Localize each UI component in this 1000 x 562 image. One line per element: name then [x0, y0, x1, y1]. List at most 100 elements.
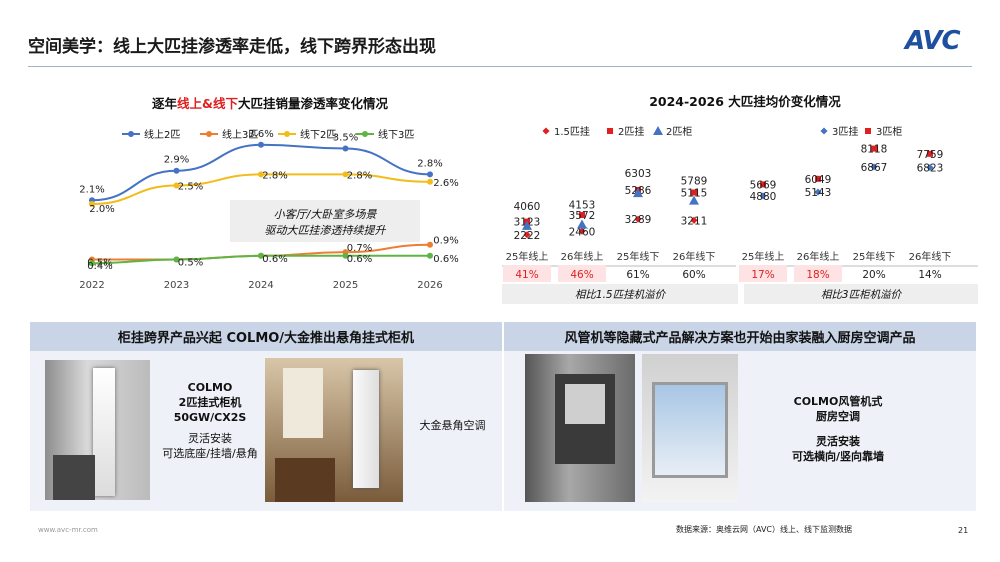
data-point [759, 192, 767, 200]
data-point [427, 171, 433, 178]
data-label: 3572 [569, 210, 596, 222]
data-point [522, 220, 532, 230]
duct-unit-photo-2 [642, 354, 738, 502]
annotation-line-2: 驱动大匹挂渗透持续提升 [265, 224, 387, 237]
x-category-label: 26年线上 [797, 250, 840, 263]
data-point [577, 219, 587, 229]
data-label: 2222 [514, 230, 541, 242]
line-chart-title: 逐年线上&线下大匹挂销量渗透率变化情况 [152, 96, 388, 111]
kitchen-ac-caption: COLMO风管机式 厨房空调 灵活安装 可选横向/竖向靠墙 [791, 395, 885, 463]
x-tick-label: 2023 [164, 280, 189, 291]
legend-label: 2匹挂 [618, 125, 644, 138]
data-point [578, 227, 586, 235]
share-label: 20% [862, 269, 885, 281]
data-label: 5669 [750, 179, 777, 191]
data-point [870, 163, 878, 171]
data-point [427, 178, 433, 185]
data-point [691, 189, 697, 196]
right-panel-title: 风管机等隐藏式产品解决方案也开始由家装融入厨房空调产品 [504, 322, 976, 351]
title-divider [28, 66, 972, 67]
data-label: 6303 [625, 168, 652, 180]
price-chart-title: 2024-2026 大匹挂均价变化情况 [649, 94, 841, 109]
data-label: 2.8% [347, 170, 372, 181]
x-tick-label: 2026 [417, 280, 442, 291]
legend-marker [653, 126, 663, 135]
x-category-label: 25年线上 [742, 250, 785, 263]
left-panel-title: 柜挂跨界产品兴起 COLMO/大金推出悬角挂式柜机 [30, 322, 502, 351]
note-label: 相比1.5匹挂机溢价 [575, 289, 667, 301]
data-point [690, 216, 698, 224]
legend-marker [607, 128, 613, 134]
data-label: 2.6% [433, 178, 458, 189]
highlight-cell [739, 265, 787, 282]
data-label: 3.6% [248, 129, 273, 140]
legend-marker [542, 127, 550, 135]
avc-logo: AVC [905, 26, 961, 56]
share-label: 17% [751, 269, 774, 281]
data-label: 2.8% [262, 170, 287, 181]
data-label: 3211 [681, 215, 708, 227]
data-label: 7759 [917, 149, 944, 161]
data-label: 6049 [805, 174, 832, 186]
line-chart-legend: 线上2匹 线上3匹 线下2匹 线下3匹 [122, 128, 414, 141]
page-title: 空间美学：线上大匹挂渗透率走低，线下跨界形态出现 [28, 37, 436, 57]
legend-marker [820, 127, 828, 135]
footer-url: www.avc-mr.com [38, 526, 98, 534]
share-label: 60% [682, 269, 705, 281]
note-box [744, 284, 978, 304]
legend-label: 线下2匹 [300, 128, 336, 141]
penetration-line-chart: 逐年线上&线下大匹挂销量渗透率变化情况 线上2匹 线上3匹 线下2匹 线下3匹 小客厅… [79, 96, 458, 291]
highlight-cell [794, 265, 842, 282]
data-point [927, 150, 933, 157]
x-tick-label: 2025 [333, 280, 358, 291]
data-point [760, 181, 766, 188]
data-point [815, 175, 821, 182]
share-label: 18% [806, 269, 829, 281]
colmo-caption: COLMO 2匹挂式柜机 50GW/CX2S 灵活安装 可选底座/挂墙/悬角 [162, 381, 258, 460]
annotation-line-1: 小客厅/大卧室多场景 [274, 208, 378, 221]
legend-label: 2匹柜 [666, 125, 692, 138]
data-label: 6867 [861, 162, 888, 174]
data-point [633, 188, 643, 198]
legend-marker [284, 131, 290, 137]
data-label: 0.7% [347, 243, 372, 254]
x-category-label: 26年线下 [673, 250, 716, 263]
data-label: 0.6% [347, 254, 372, 265]
legend-label: 线上3匹 [222, 128, 258, 141]
data-point [342, 171, 349, 178]
legend-marker [362, 131, 368, 137]
note-label: 相比3匹柜机溢价 [821, 289, 903, 301]
x-tick-label: 2022 [79, 280, 104, 291]
page-number: 21 [958, 526, 969, 535]
data-point [173, 256, 180, 263]
legend-label: 1.5匹挂 [554, 125, 590, 138]
legend-marker [128, 131, 134, 137]
price-scatter-chart: 2024-2026 大匹挂均价变化情况 1.5匹挂 2匹挂 2匹柜 3匹挂 3匹柜 22… [502, 94, 978, 304]
annotation-box [230, 200, 420, 242]
legend-label: 3匹柜 [876, 125, 902, 138]
data-label: 5115 [681, 187, 708, 199]
data-point [89, 260, 95, 267]
data-label: 2.1% [79, 184, 104, 195]
legend-label: 3匹挂 [832, 125, 858, 138]
data-label: 3.5% [333, 133, 358, 144]
legend-label: 线上2匹 [144, 128, 180, 141]
duct-unit-photo-1 [525, 354, 635, 502]
highlight-cell [558, 265, 606, 282]
data-point [427, 241, 433, 248]
x-category-label: 25年线上 [506, 250, 549, 263]
data-point [634, 215, 642, 223]
data-label: 0.6% [433, 254, 458, 265]
data-point [523, 231, 531, 239]
x-tick-label: 2024 [248, 280, 273, 291]
data-label: 2460 [569, 226, 596, 238]
daikin-caption: 大金悬角空调 [419, 419, 486, 432]
legend-marker [206, 131, 212, 137]
data-point [814, 188, 822, 196]
data-point [173, 167, 180, 174]
data-point [258, 171, 264, 178]
data-label: 0.5% [178, 258, 203, 269]
legend-label: 线下3匹 [378, 128, 414, 141]
x-category-label: 25年线下 [617, 250, 660, 263]
data-label: 4880 [750, 191, 777, 203]
